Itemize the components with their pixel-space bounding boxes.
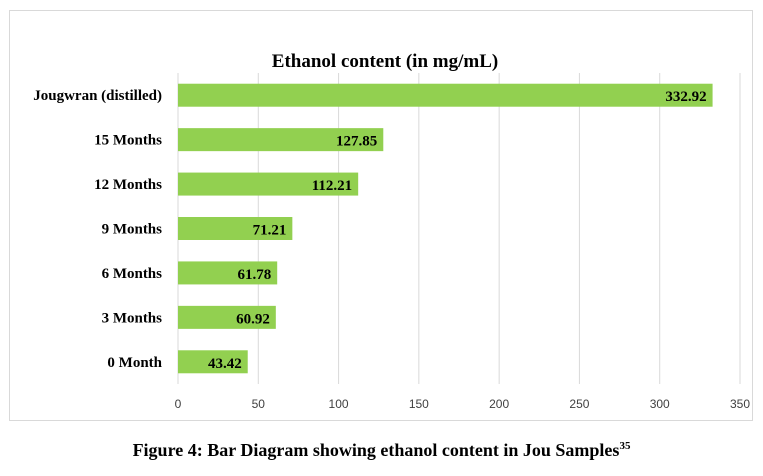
x-tick-label: 250 bbox=[569, 397, 589, 411]
data-label: 112.21 bbox=[312, 178, 352, 194]
x-tick-label: 350 bbox=[730, 397, 750, 411]
data-label: 61.78 bbox=[237, 267, 271, 283]
figure-caption: Figure 4: Bar Diagram showing ethanol co… bbox=[0, 440, 763, 461]
bar bbox=[178, 305, 276, 329]
x-tick-label: 0 bbox=[175, 397, 182, 411]
category-label: 12 Months bbox=[94, 177, 162, 193]
figure-caption-text: Figure 4: Bar Diagram showing ethanol co… bbox=[132, 440, 620, 460]
category-label: 3 Months bbox=[102, 310, 163, 326]
data-label: 71.21 bbox=[253, 223, 287, 239]
bar-chart: Ethanol content (in mg/mL) Jougwran (dis… bbox=[33, 51, 750, 411]
x-tick-label: 50 bbox=[252, 397, 266, 411]
bar bbox=[178, 350, 248, 374]
x-tick-label: 300 bbox=[650, 397, 670, 411]
chart-title: Ethanol content (in mg/mL) bbox=[272, 51, 498, 72]
data-label: 60.92 bbox=[236, 311, 270, 327]
figure-caption-superscript: 35 bbox=[619, 440, 631, 452]
category-label: Jougwran (distilled) bbox=[33, 88, 162, 104]
x-tick-label: 200 bbox=[489, 397, 509, 411]
bar bbox=[178, 217, 293, 240]
x-tick-label: 100 bbox=[329, 397, 349, 411]
data-label: 332.92 bbox=[665, 89, 706, 105]
chart-area: Ethanol content (in mg/mL) Jougwran (dis… bbox=[9, 10, 753, 421]
x-tick-label: 150 bbox=[409, 397, 429, 411]
bar bbox=[178, 83, 713, 107]
data-label: 127.85 bbox=[336, 134, 377, 150]
category-label: 6 Months bbox=[102, 266, 163, 282]
bar bbox=[178, 172, 359, 196]
bar bbox=[178, 128, 384, 152]
bar bbox=[178, 261, 278, 285]
category-label: 15 Months bbox=[94, 133, 162, 149]
data-label: 43.42 bbox=[208, 356, 242, 372]
category-label: 0 Month bbox=[107, 355, 162, 371]
category-label: 9 Months bbox=[102, 222, 163, 238]
